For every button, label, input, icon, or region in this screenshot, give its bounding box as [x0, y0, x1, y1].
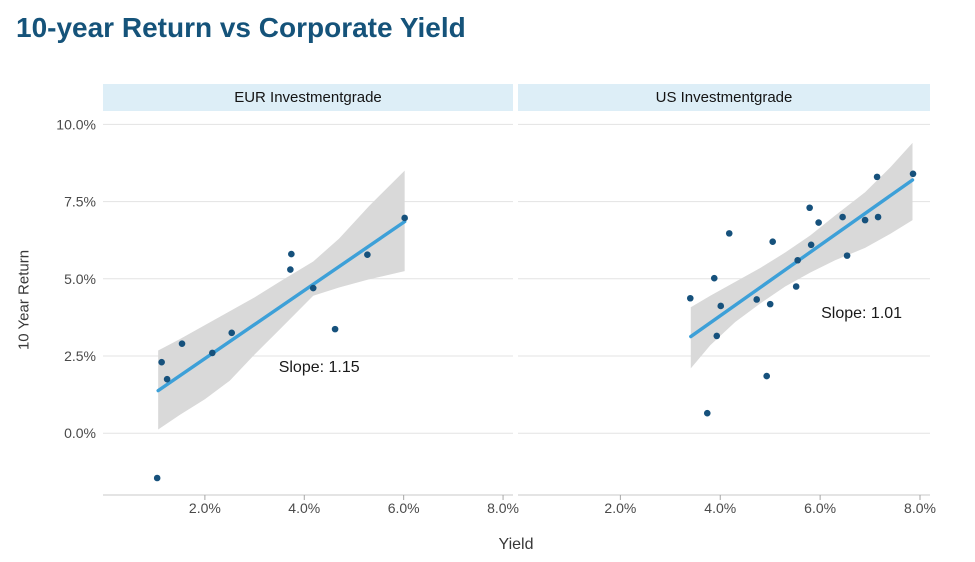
data-point — [288, 250, 295, 258]
data-point — [909, 170, 917, 178]
y-tick-label: 7.5% — [64, 194, 96, 210]
x-tick-label: 8.0% — [487, 500, 519, 516]
x-tick-label: 4.0% — [704, 500, 736, 516]
data-point — [874, 213, 882, 221]
data-point — [209, 349, 216, 357]
data-point — [766, 300, 774, 308]
confidence-band — [690, 142, 913, 369]
slope-annotation-eur: Slope: 1.15 — [278, 359, 360, 377]
data-point — [769, 238, 776, 246]
x-tick-label: 2.0% — [604, 500, 636, 516]
slope-annotation-us: Slope: 1.01 — [821, 305, 903, 323]
chart-title: 10-year Return vs Corporate Yield — [16, 12, 466, 43]
x-tick-label: 4.0% — [288, 500, 320, 516]
data-point — [713, 332, 721, 340]
data-point — [839, 213, 846, 221]
data-point — [364, 251, 371, 258]
facet-header-us-label: US Investmentgrade — [655, 89, 793, 106]
facet-header-eur: EUR Investmentgrade — [103, 84, 513, 111]
data-point — [153, 474, 161, 482]
facet-header-us: US Investmentgrade — [518, 84, 930, 111]
data-point — [861, 216, 869, 224]
data-point — [401, 214, 408, 222]
data-point — [710, 274, 718, 282]
confidence-band — [158, 170, 405, 430]
data-point — [794, 256, 801, 264]
x-tick-label: 6.0% — [804, 500, 836, 516]
data-point — [287, 266, 294, 273]
y-tick-label: 5.0% — [64, 271, 96, 287]
data-point — [309, 284, 317, 292]
trend-line — [689, 178, 915, 339]
data-point — [873, 173, 881, 181]
y-tick-label: 10.0% — [56, 116, 96, 132]
trend-line — [156, 219, 407, 393]
data-point — [331, 325, 339, 333]
x-tick-label: 6.0% — [388, 500, 420, 516]
data-point — [792, 283, 800, 290]
data-point — [807, 241, 815, 249]
data-point — [717, 302, 725, 310]
data-point — [686, 294, 694, 302]
data-point — [815, 219, 822, 226]
data-point — [753, 296, 761, 303]
y-tick-label: 0.0% — [64, 425, 96, 441]
data-point — [843, 252, 851, 259]
data-point — [158, 358, 165, 366]
data-point — [163, 375, 171, 383]
data-point — [703, 409, 711, 417]
y-tick-label: 2.5% — [64, 348, 96, 364]
x-tick-label: 8.0% — [904, 500, 936, 516]
data-point — [725, 230, 733, 237]
x-tick-label: 2.0% — [189, 500, 221, 516]
x-axis-title: Yield — [498, 536, 534, 553]
data-point — [178, 340, 186, 347]
data-point — [228, 329, 236, 337]
data-point — [806, 204, 813, 212]
facet-header-eur-label: EUR Investmentgrade — [234, 89, 382, 106]
y-axis-title: 10 Year Return — [15, 249, 33, 351]
data-point — [763, 372, 770, 380]
